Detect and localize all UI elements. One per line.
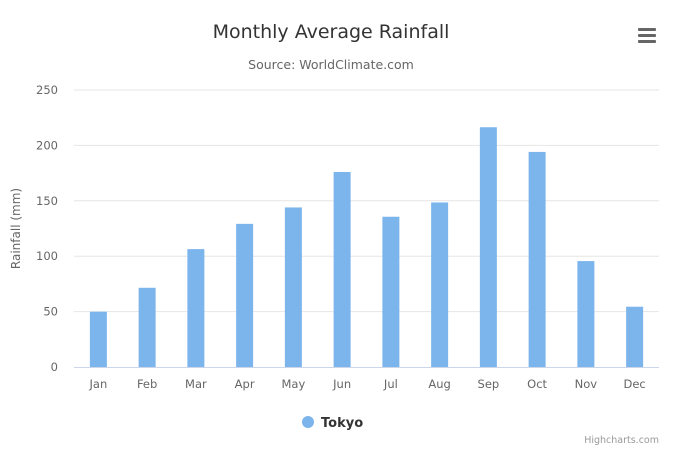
x-tick-label: Jul <box>383 377 398 391</box>
bar-feb <box>138 287 156 367</box>
y-tick-label: 100 <box>36 249 58 263</box>
x-tick-label: Feb <box>137 377 157 391</box>
y-tick-label: 50 <box>43 305 58 319</box>
x-tick-label: May <box>281 377 305 391</box>
y-tick-label: 0 <box>51 360 58 374</box>
y-axis-title: Rainfall (mm) <box>9 188 23 269</box>
bar-may <box>284 207 302 367</box>
y-tick-label: 150 <box>36 194 58 208</box>
x-tick-label: Mar <box>185 377 207 391</box>
legend-symbol <box>302 416 314 428</box>
y-tick-label: 200 <box>36 138 58 152</box>
bar-nov <box>577 261 595 367</box>
x-tick-label: Sep <box>478 377 500 391</box>
chart-title: Monthly Average Rainfall <box>213 21 450 43</box>
x-tick-label: Aug <box>428 377 450 391</box>
x-tick-label: Apr <box>235 377 255 391</box>
bar-jan <box>89 311 107 367</box>
bar-mar <box>187 249 205 367</box>
x-tick-label: Jan <box>89 377 108 391</box>
x-tick-label: Jun <box>332 377 351 391</box>
credits-link[interactable]: Highcharts.com <box>584 435 659 446</box>
bar-oct <box>528 151 546 367</box>
x-tick-label: Nov <box>575 377 598 391</box>
bar-sep <box>479 127 497 368</box>
bar-aug <box>431 202 449 367</box>
x-tick-label: Dec <box>623 377 645 391</box>
bar-jul <box>382 216 400 367</box>
bar-dec <box>626 306 644 367</box>
bar-apr <box>236 223 254 367</box>
chart-subtitle: Source: WorldClimate.com <box>248 57 414 72</box>
y-tick-label: 250 <box>36 83 58 97</box>
legend-label: Tokyo <box>321 416 363 431</box>
chart-context-menu-button[interactable] <box>632 22 662 48</box>
x-tick-label: Oct <box>527 377 547 391</box>
legend-item-tokyo[interactable]: Tokyo <box>302 416 363 431</box>
bar-jun <box>333 171 351 367</box>
